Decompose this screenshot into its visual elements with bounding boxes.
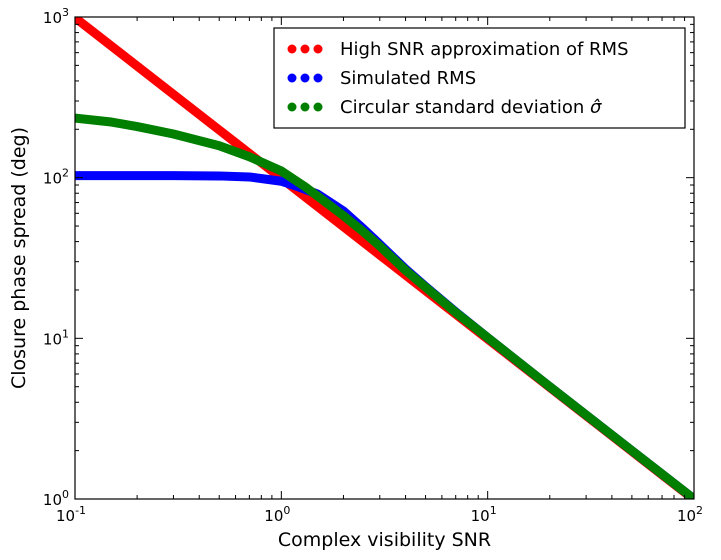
- x-tick-label: 101: [471, 504, 497, 525]
- legend-label-3: Circular standard deviation σ̂: [340, 97, 602, 118]
- legend-marker-1: [300, 44, 310, 54]
- x-tick-label: 10-1: [56, 504, 86, 525]
- series-line-3: [75, 113, 694, 499]
- legend: High SNR approximation of RMS Simulated R…: [273, 27, 686, 129]
- y-tick-label: 100: [43, 488, 69, 509]
- legend-marker-2: [287, 73, 297, 83]
- x-axis-title: Complex visibility SNR: [278, 529, 491, 551]
- y-axis-title: Closure phase spread (deg): [8, 127, 30, 389]
- legend-marker-3: [300, 102, 310, 112]
- legend-marker-3: [287, 102, 297, 112]
- legend-marker-2: [300, 73, 310, 83]
- x-tick-label: 102: [677, 504, 703, 525]
- legend-marker-1: [287, 44, 297, 54]
- series-layer: [75, 17, 694, 499]
- y-tick-label: 101: [43, 327, 69, 348]
- legend-marker-2: [313, 73, 323, 83]
- legend-marker-3: [313, 102, 323, 112]
- y-tick-label: 103: [43, 6, 69, 27]
- legend-label-2: Simulated RMS: [340, 68, 476, 89]
- legend-marker-1: [313, 44, 323, 54]
- x-tick-label: 100: [264, 504, 290, 525]
- series-line-2: [75, 171, 694, 499]
- legend-label-1: High SNR approximation of RMS: [340, 39, 629, 60]
- plot-frame: [74, 16, 695, 500]
- legend-box: [273, 27, 686, 129]
- y-tick-label: 102: [43, 167, 69, 188]
